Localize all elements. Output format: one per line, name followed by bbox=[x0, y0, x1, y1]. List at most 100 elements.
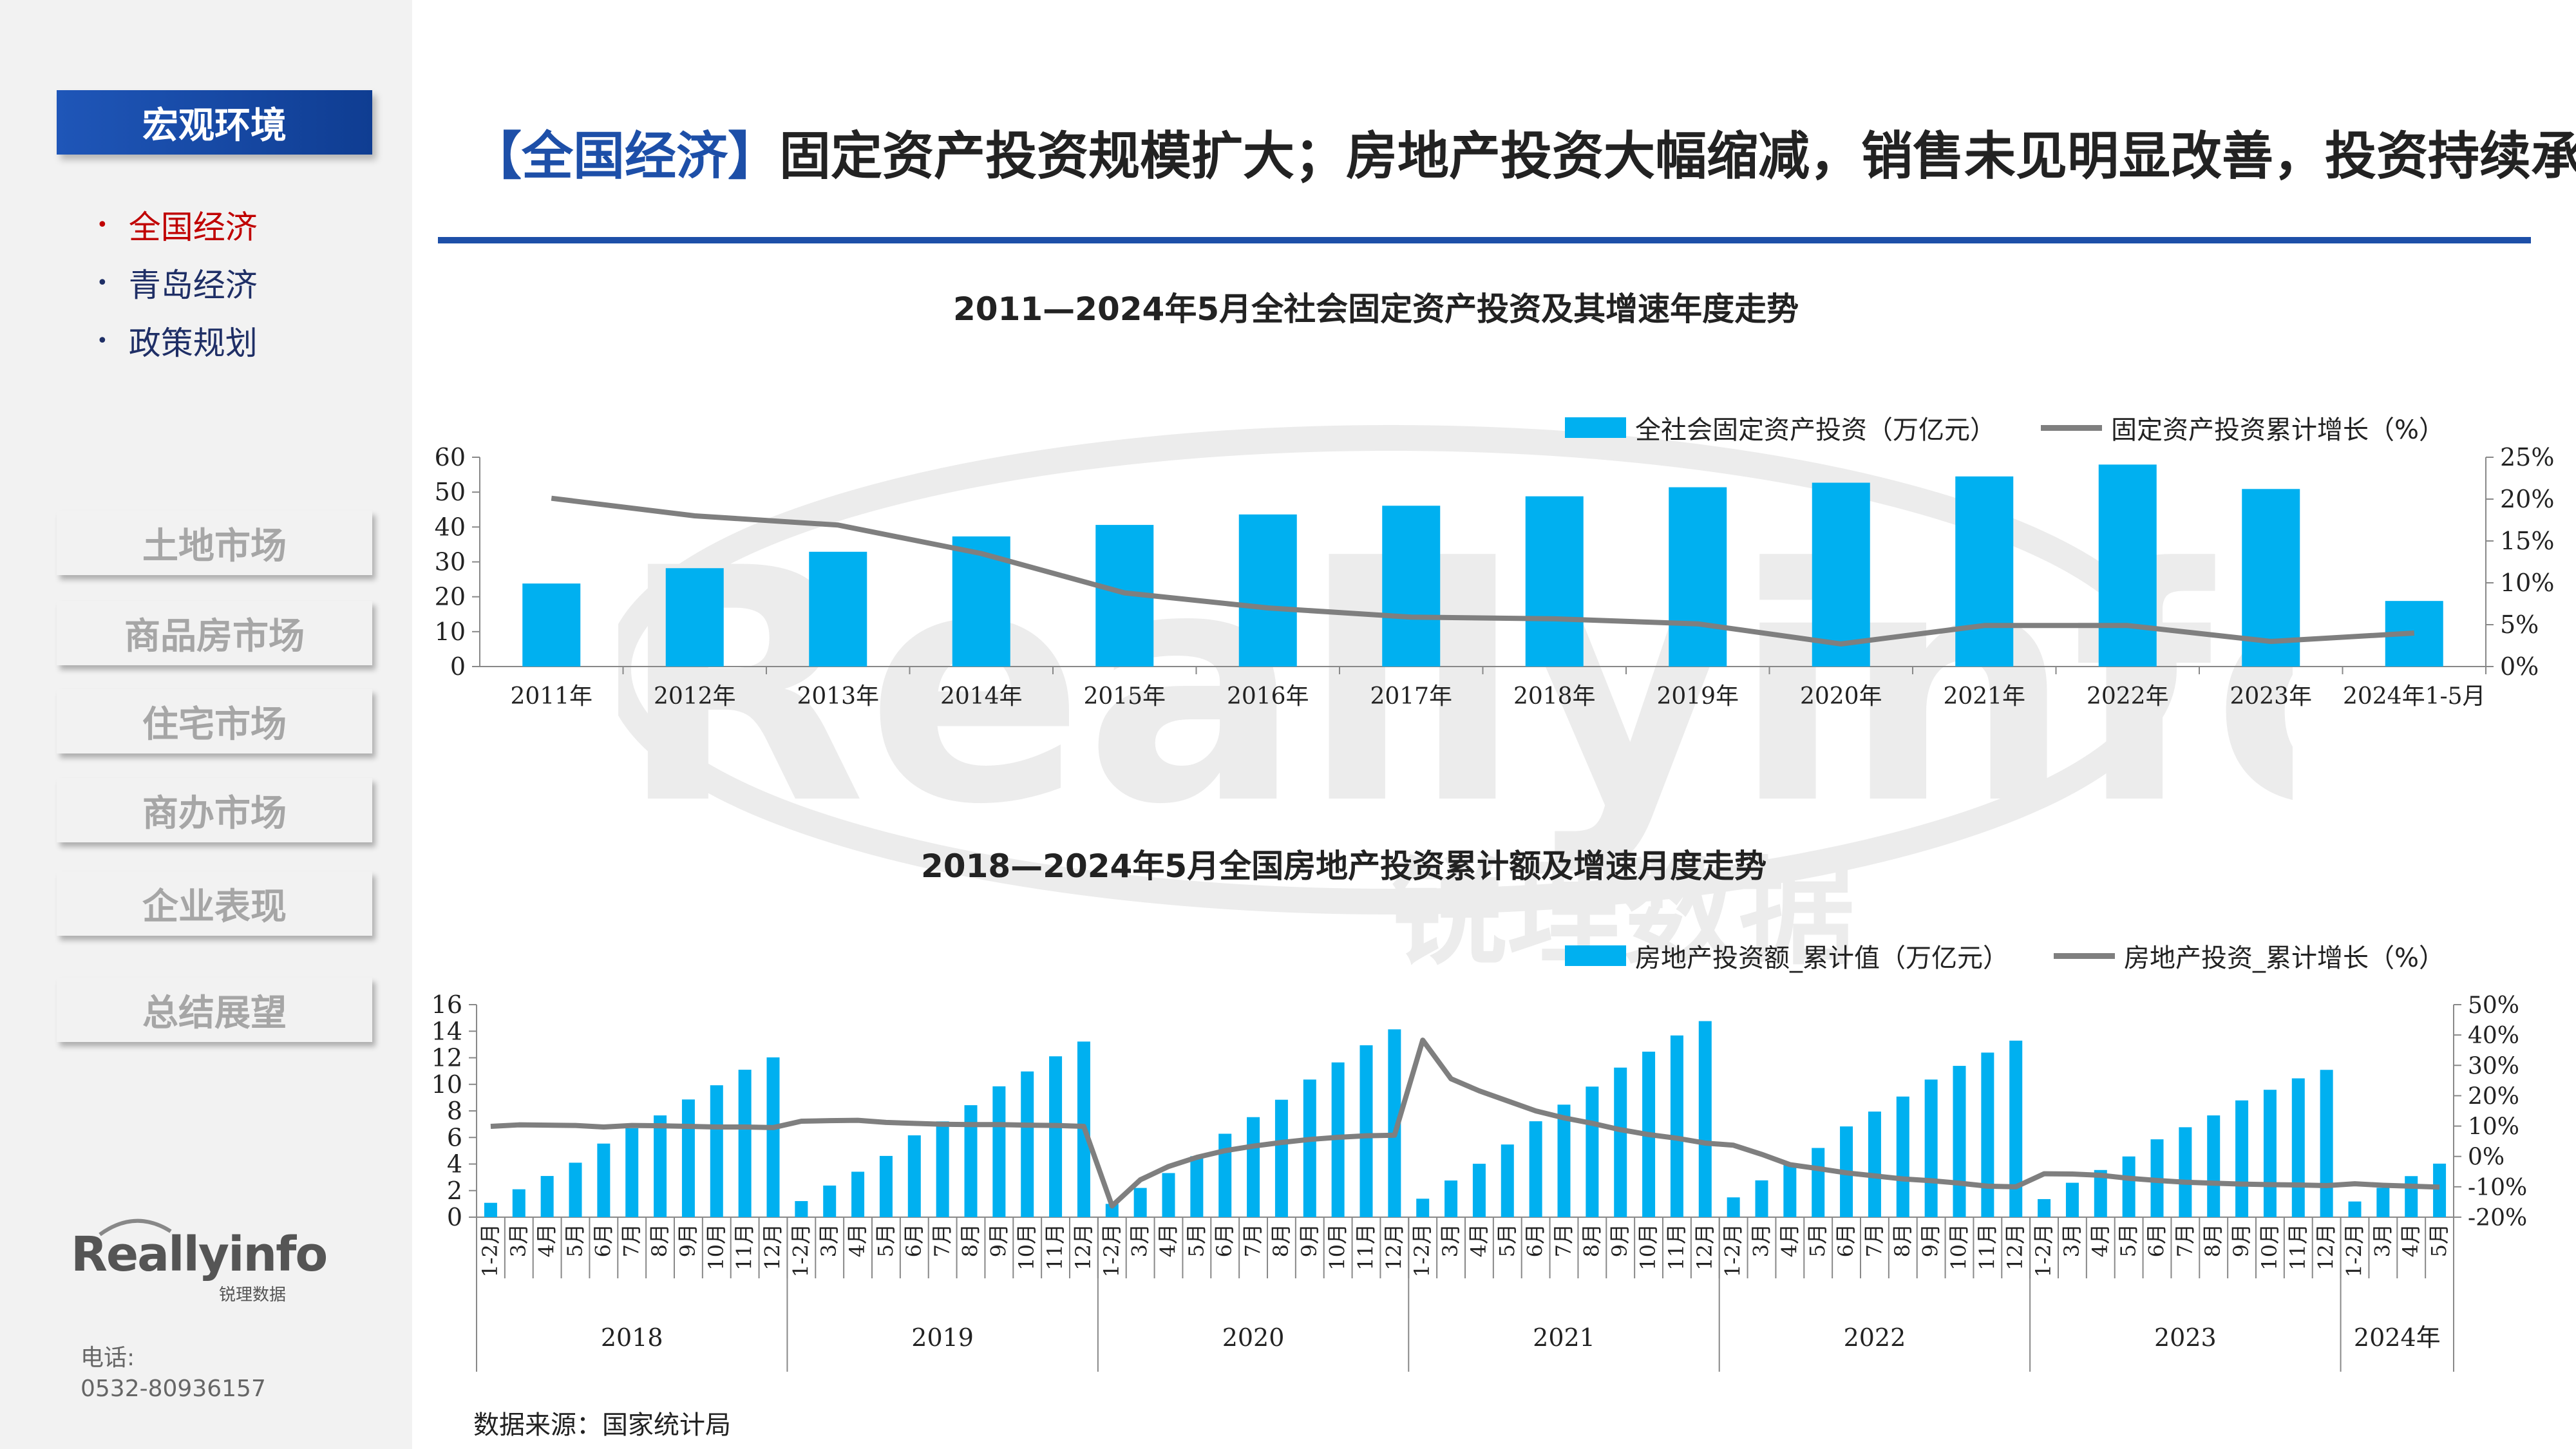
bar bbox=[1382, 506, 1441, 667]
bar bbox=[1274, 1099, 1288, 1217]
month-label: 9月 bbox=[1297, 1224, 1321, 1257]
month-label: 8月 bbox=[958, 1224, 983, 1257]
nav-button-enterprise-performance[interactable]: 企业表现 bbox=[57, 871, 372, 936]
bar bbox=[2065, 1182, 2079, 1217]
bar bbox=[766, 1057, 780, 1217]
y-tick-label-left: 14 bbox=[431, 1017, 462, 1045]
bar bbox=[2098, 464, 2157, 667]
nav-button-residential-market[interactable]: 住宅市场 bbox=[57, 689, 372, 753]
sidebar-item-national-economy[interactable]: • 全国经济 bbox=[97, 202, 258, 248]
nav-button-summary-outlook[interactable]: 总结展望 bbox=[57, 978, 372, 1042]
month-label: 4月 bbox=[845, 1224, 869, 1257]
month-label: 8月 bbox=[1890, 1224, 1915, 1257]
month-label: 3月 bbox=[2060, 1224, 2084, 1257]
bar bbox=[2179, 1127, 2192, 1217]
month-label: 10月 bbox=[1947, 1224, 1971, 1271]
bullet-icon: • bbox=[97, 213, 108, 236]
section-header-macro[interactable]: 宏观环境 bbox=[57, 90, 372, 155]
sidebar-item-label: 政策规划 bbox=[128, 325, 258, 362]
y-tick-label-left: 20 bbox=[435, 583, 466, 611]
bar bbox=[1614, 1067, 1627, 1217]
month-label: 1-2月 bbox=[1721, 1224, 1745, 1278]
nav-button-commodity-housing[interactable]: 商品房市场 bbox=[57, 601, 372, 665]
bar bbox=[1953, 1066, 1966, 1217]
month-label: 5月 bbox=[873, 1224, 898, 1257]
contact-info: 电话: 0532-80936157 bbox=[80, 1343, 266, 1405]
bar bbox=[809, 551, 867, 667]
x-tick-label: 2013年 bbox=[797, 683, 879, 710]
bar bbox=[1924, 1079, 1938, 1217]
sidebar-item-label: 青岛经济 bbox=[128, 267, 258, 304]
month-label: 7月 bbox=[1862, 1224, 1886, 1257]
month-label: 6月 bbox=[591, 1224, 615, 1257]
month-label: 3月 bbox=[1749, 1224, 1774, 1257]
bar bbox=[654, 1115, 667, 1217]
y-tick-label-right: 10% bbox=[2500, 569, 2554, 597]
bar bbox=[2038, 1198, 2051, 1217]
month-label: 6月 bbox=[2145, 1224, 2169, 1257]
bar bbox=[1388, 1029, 1401, 1217]
bar bbox=[1812, 482, 1870, 667]
bar bbox=[2122, 1156, 2136, 1217]
x-tick-label: 2011年 bbox=[510, 683, 592, 710]
nav-button-land-market[interactable]: 土地市场 bbox=[57, 511, 372, 575]
bar bbox=[1812, 1148, 1825, 1217]
month-label: 9月 bbox=[1607, 1224, 1632, 1257]
sidebar-item-policy-planning[interactable]: • 政策规划 bbox=[97, 317, 258, 364]
bar bbox=[738, 1070, 752, 1217]
month-label: 7月 bbox=[1240, 1224, 1265, 1257]
x-tick-label: 2012年 bbox=[654, 683, 736, 710]
month-label: 11月 bbox=[1043, 1224, 1067, 1271]
bullet-icon: • bbox=[97, 329, 108, 352]
data-source: 数据来源：国家统计局 bbox=[473, 1410, 731, 1440]
month-label: 1-2月 bbox=[2342, 1224, 2367, 1278]
bar bbox=[1218, 1133, 1232, 1217]
x-tick-label: 2024年1-5月 bbox=[2343, 683, 2486, 710]
y-tick-label-right: 0% bbox=[2468, 1144, 2505, 1171]
month-label: 12月 bbox=[1692, 1224, 1717, 1271]
month-label: 10月 bbox=[2257, 1224, 2282, 1271]
sidebar-item-qingdao-economy[interactable]: • 青岛经济 bbox=[97, 260, 258, 306]
bar bbox=[597, 1143, 611, 1217]
legend-line-swatch bbox=[2054, 952, 2115, 959]
month-label: 9月 bbox=[676, 1224, 700, 1257]
month-label: 11月 bbox=[1664, 1224, 1689, 1271]
x-tick-label: 2014年 bbox=[940, 683, 1023, 710]
bar bbox=[2009, 1040, 2023, 1217]
y-tick-label-right: 30% bbox=[2468, 1053, 2519, 1079]
month-label: 11月 bbox=[2286, 1224, 2310, 1271]
month-label: 7月 bbox=[930, 1224, 954, 1257]
y-tick-label-left: 16 bbox=[431, 990, 462, 1019]
year-label: 2022 bbox=[1844, 1323, 1906, 1352]
y-tick-label-left: 2 bbox=[447, 1177, 462, 1205]
y-tick-label-left: 8 bbox=[447, 1097, 462, 1125]
month-label: 8月 bbox=[1269, 1224, 1293, 1257]
bar bbox=[1670, 1035, 1683, 1217]
bar bbox=[1727, 1197, 1740, 1217]
nav-button-commercial-office[interactable]: 商办市场 bbox=[57, 778, 372, 842]
month-label: 12月 bbox=[761, 1224, 785, 1271]
bar bbox=[1472, 1164, 1486, 1217]
chart2-title: 2018—2024年5月全国房地产投资累计额及增速月度走势 bbox=[921, 848, 1767, 885]
year-label: 2024年 bbox=[2354, 1323, 2441, 1352]
bar bbox=[1133, 1188, 1147, 1217]
bar bbox=[1783, 1165, 1797, 1217]
bar bbox=[1698, 1021, 1712, 1217]
month-label: 10月 bbox=[1325, 1224, 1350, 1271]
page-title-bracket: 【全国经济】 bbox=[470, 126, 779, 186]
legend-line-swatch bbox=[2041, 424, 2102, 431]
bar bbox=[2348, 1201, 2362, 1217]
legend-label-line: 房地产投资_累计增长（%） bbox=[2124, 943, 2445, 973]
bar bbox=[2094, 1170, 2107, 1217]
y-tick-label-left: 10 bbox=[435, 618, 466, 646]
month-label: 11月 bbox=[1975, 1224, 1999, 1271]
y-tick-label-left: 10 bbox=[431, 1070, 462, 1099]
month-label: 4月 bbox=[535, 1224, 559, 1257]
bar bbox=[2235, 1100, 2249, 1217]
legend-bar-swatch bbox=[1565, 945, 1626, 966]
logo-swoosh-icon bbox=[99, 1218, 172, 1236]
y-tick-label-left: 60 bbox=[435, 443, 466, 471]
y-tick-label-right: 20% bbox=[2468, 1083, 2519, 1110]
month-label: 9月 bbox=[1918, 1224, 1943, 1257]
